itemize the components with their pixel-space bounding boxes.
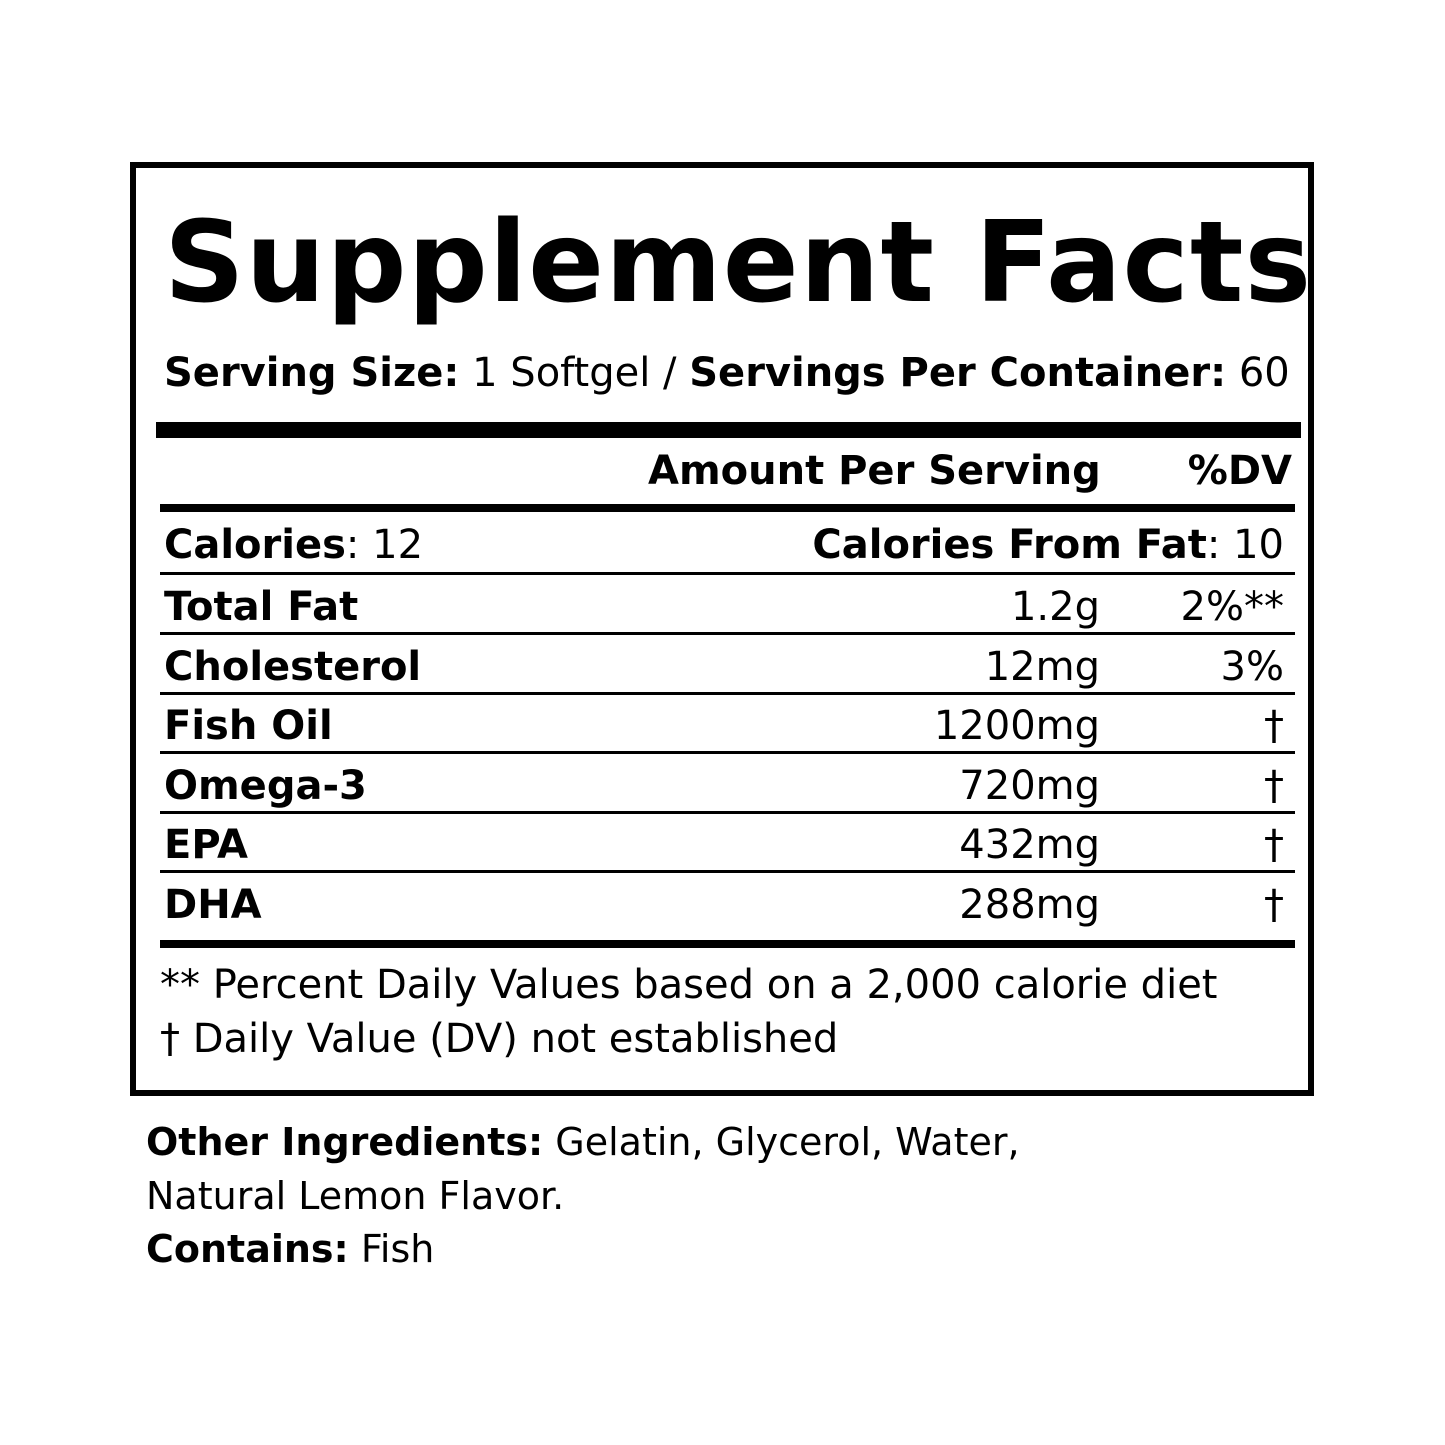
divider (160, 691, 1295, 695)
nutrient-row: Omega-3 720mg † (160, 755, 1290, 813)
divider (160, 751, 1295, 754)
supplement-facts-panel: Supplement Facts Serving Size: 1 Softgel… (130, 162, 1314, 1096)
calories-value: : 12 (345, 522, 424, 568)
divider (160, 632, 1295, 635)
nutrient-name: Omega-3 (164, 762, 367, 809)
nutrient-name: Cholesterol (164, 643, 422, 690)
nutrient-row: EPA 432mg † (160, 814, 1290, 872)
nutrient-amount: 432mg (959, 822, 1100, 868)
calories-fat-value: : 10 (1206, 522, 1284, 568)
contains-label: Contains: (146, 1227, 349, 1271)
calories-label: Calories (164, 522, 346, 568)
servings-per-container-value: 60 (1226, 350, 1290, 396)
divider (160, 870, 1295, 873)
nutrient-amount: 1200mg (933, 703, 1100, 749)
dv-header: %DV (1187, 448, 1292, 494)
servings-per-container-label: Servings Per Container: (689, 350, 1227, 396)
divider (160, 940, 1295, 948)
divider (160, 572, 1295, 575)
contains-value: Fish (348, 1227, 435, 1271)
nutrient-dv: † (1264, 881, 1284, 928)
footnote: ** Percent Daily Values based on a 2,000… (160, 962, 1218, 1008)
calories-fat-label: Calories From Fat (812, 522, 1207, 568)
nutrient-row: Total Fat 1.2g 2%** (160, 576, 1290, 634)
serving-size-label: Serving Size: (164, 350, 460, 396)
divider (160, 504, 1295, 512)
other-ingredients-value: Gelatin, Glycerol, Water, (543, 1120, 1020, 1164)
nutrient-amount: 288mg (959, 881, 1100, 928)
nutrient-dv: † (1264, 703, 1284, 749)
nutrient-row: Cholesterol 12mg 3% (160, 636, 1290, 694)
panel-title: Supplement Facts (164, 198, 1313, 328)
contains: Contains: Fish (146, 1227, 434, 1271)
serving-info: Serving Size: 1 Softgel / Servings Per C… (164, 350, 1290, 396)
footnote: † Daily Value (DV) not established (160, 1016, 839, 1062)
nutrient-row: Fish Oil 1200mg † (160, 695, 1290, 753)
nutrient-row: DHA 288mg † (160, 874, 1290, 932)
nutrient-dv: 2%** (1180, 584, 1284, 630)
nutrient-name: EPA (164, 822, 248, 868)
other-ingredients: Other Ingredients: Gelatin, Glycerol, Wa… (146, 1120, 1020, 1164)
nutrient-amount: 720mg (959, 762, 1100, 809)
divider (156, 422, 1301, 438)
nutrient-amount: 12mg (984, 643, 1100, 690)
serving-size-value: 1 Softgel / (459, 350, 690, 396)
nutrient-amount: 1.2g (1010, 584, 1100, 630)
other-ingredients-cont: Natural Lemon Flavor. (146, 1174, 565, 1218)
divider (160, 810, 1295, 814)
amount-header: Amount Per Serving (648, 448, 1101, 494)
nutrient-dv: † (1264, 762, 1284, 809)
nutrient-name: Total Fat (164, 584, 359, 630)
nutrient-dv: † (1264, 822, 1284, 868)
nutrient-dv: 3% (1220, 643, 1284, 690)
other-ingredients-label: Other Ingredients: (146, 1120, 544, 1164)
nutrient-name: DHA (164, 881, 262, 928)
calories-row: Calories: 12 Calories From Fat: 10 (160, 514, 1290, 572)
nutrient-name: Fish Oil (164, 703, 333, 749)
